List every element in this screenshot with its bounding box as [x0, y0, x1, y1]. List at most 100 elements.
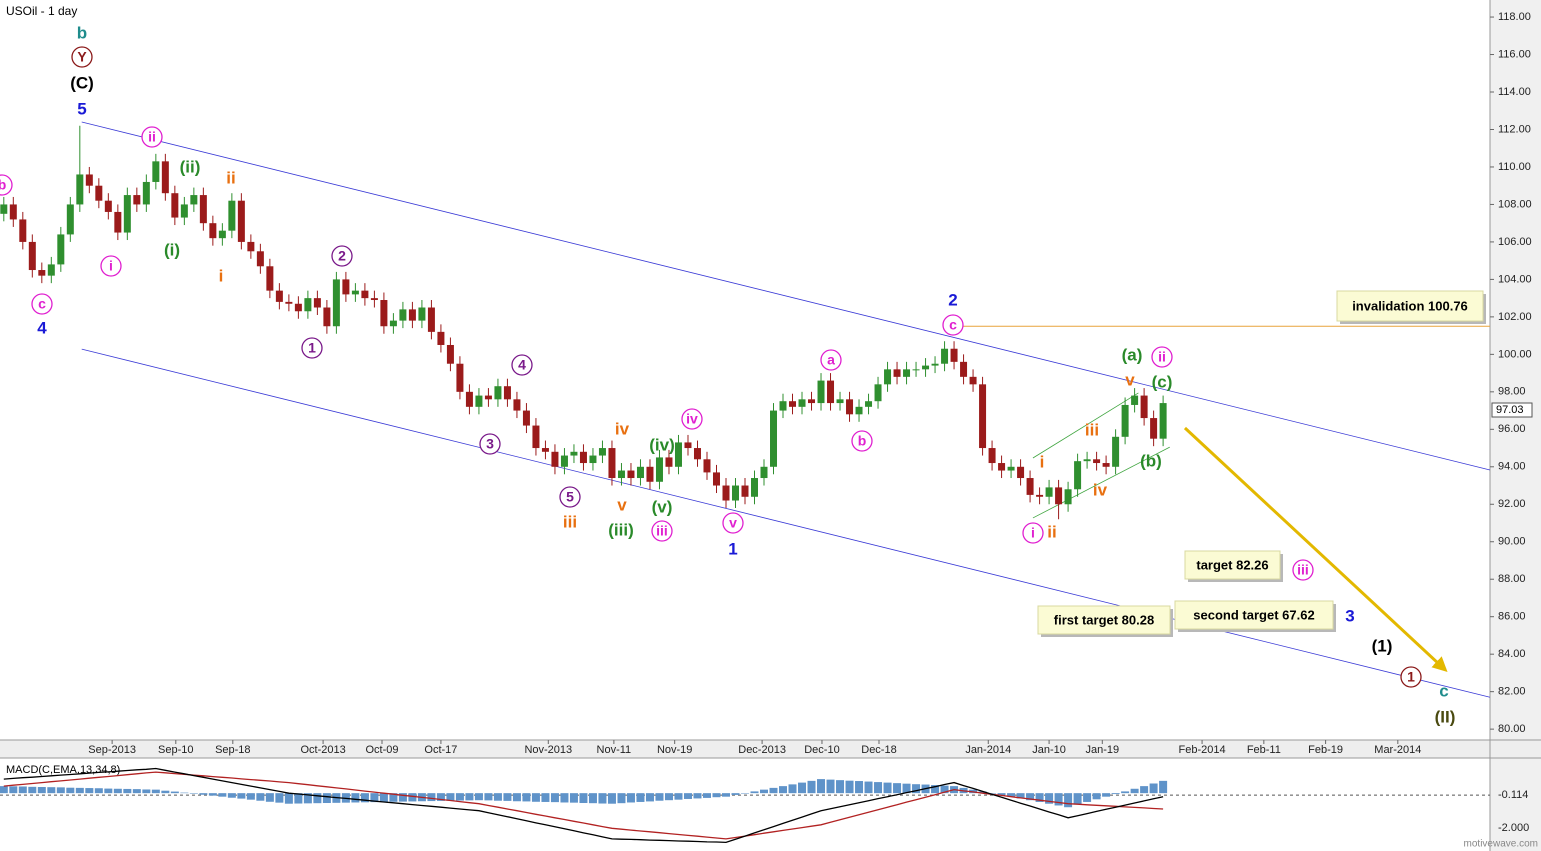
channel-line	[1032, 446, 1170, 519]
macd-histogram-bar	[474, 793, 483, 801]
candle-body	[218, 230, 226, 239]
candle-body	[133, 195, 141, 205]
wave-label: iv	[686, 411, 698, 427]
macd-histogram-bar	[702, 793, 711, 798]
wave-label: (c)	[1152, 372, 1173, 391]
candle-body	[1055, 487, 1063, 505]
candle-body	[114, 211, 122, 233]
macd-histogram-bar	[94, 788, 103, 794]
candle-body	[551, 451, 559, 467]
candle-body	[560, 455, 568, 467]
wave-label: (b)	[1140, 451, 1162, 470]
candle-body	[608, 448, 616, 479]
candle-body	[161, 161, 169, 194]
y-tick-label: 88.00	[1498, 573, 1526, 585]
macd-histogram-bar	[66, 787, 75, 794]
target-box	[1336, 290, 1484, 322]
y-tick-label: 116.00	[1498, 48, 1531, 60]
candle-body	[1131, 395, 1139, 405]
candle-body	[370, 298, 378, 301]
y-tick-label: 98.00	[1498, 386, 1526, 398]
wave-label: i	[1040, 452, 1045, 471]
wave-label: (i)	[164, 240, 180, 259]
wave-label: iii	[656, 523, 668, 539]
candle-body	[95, 185, 103, 201]
macd-histogram-bar	[1064, 793, 1073, 808]
macd-histogram-bar	[1149, 783, 1158, 794]
candle-body	[142, 181, 150, 205]
candle-body	[751, 478, 759, 497]
footer: motivewave.com	[1464, 839, 1538, 850]
candle-body	[589, 455, 597, 464]
candle-body	[361, 290, 369, 299]
candle-body	[770, 410, 778, 467]
macd-histogram-bar	[931, 785, 940, 794]
macd-histogram-bar	[1140, 786, 1149, 794]
candle-body	[228, 200, 236, 231]
candle-body	[532, 425, 540, 449]
macd-histogram-bar	[408, 793, 417, 802]
macd-histogram-bar	[303, 793, 312, 804]
macd-line	[3, 767, 1164, 844]
wave-label: iv	[1093, 480, 1108, 499]
macd-histogram-bar	[655, 793, 664, 801]
candle-body	[389, 320, 397, 327]
candle-body	[237, 200, 245, 242]
macd-histogram-bar	[284, 793, 293, 804]
macd-histogram-bar	[836, 780, 845, 794]
candle-body	[342, 279, 350, 295]
candle-body	[541, 448, 549, 452]
candle-body	[76, 174, 84, 205]
x-tick-label: Jan-10	[1032, 744, 1066, 756]
y-tick-label: 82.00	[1498, 686, 1526, 698]
candle-body	[275, 290, 283, 302]
macd-histogram-bar	[674, 793, 683, 800]
y-tick-label: 112.00	[1498, 123, 1531, 135]
candle-body	[789, 401, 797, 407]
macd-histogram-bar	[531, 793, 540, 802]
wave-circle	[511, 354, 533, 376]
candle-body	[256, 251, 264, 267]
channel-line	[81, 348, 1491, 698]
wave-label: Y	[77, 49, 87, 65]
macd-histogram-bar	[218, 793, 227, 797]
macd-histogram-bar	[28, 786, 37, 794]
macd-histogram-bar	[75, 787, 84, 794]
macd-histogram-bar	[664, 793, 673, 801]
macd-histogram-bar	[322, 793, 331, 804]
macd-histogram-bar	[712, 793, 721, 798]
macd-histogram-bar	[541, 793, 550, 802]
candle-body	[665, 457, 673, 467]
x-tick-label: Oct-2013	[300, 744, 345, 756]
macd-tick-label: -2.000	[1498, 822, 1529, 834]
candle-body	[827, 380, 835, 404]
last-price-tag	[1491, 402, 1533, 418]
macd-histogram-bar	[1073, 793, 1082, 805]
wave-label: 4	[518, 357, 526, 373]
y-tick-label: 84.00	[1498, 648, 1526, 660]
wave-label: v	[1125, 370, 1135, 389]
y-tick-label: 102.00	[1498, 311, 1532, 323]
wave-label: c	[949, 317, 957, 333]
macd-histogram-bar	[436, 793, 445, 801]
candle-body	[190, 195, 198, 205]
candle-body	[380, 300, 388, 327]
x-tick-label: Nov-19	[657, 744, 692, 756]
macd-histogram-bar	[988, 793, 997, 794]
wave-circle	[0, 174, 13, 196]
macd-histogram-bar	[265, 793, 274, 802]
candle-body	[941, 348, 949, 364]
candle-body	[874, 384, 882, 402]
macd-histogram-bar	[1159, 780, 1168, 794]
macd-histogram-bar	[493, 793, 502, 801]
candle-body	[1102, 463, 1110, 467]
macd-histogram-bar	[617, 793, 626, 804]
candle-body	[960, 361, 968, 377]
y-tick-label: 108.00	[1498, 198, 1532, 210]
macd-histogram-bar	[560, 793, 569, 803]
candle-body	[1074, 461, 1082, 490]
macd-histogram-bar	[588, 793, 597, 804]
wave-label: iii	[1085, 420, 1099, 439]
macd-histogram-bar	[997, 793, 1006, 795]
wave-label: v	[617, 495, 627, 514]
